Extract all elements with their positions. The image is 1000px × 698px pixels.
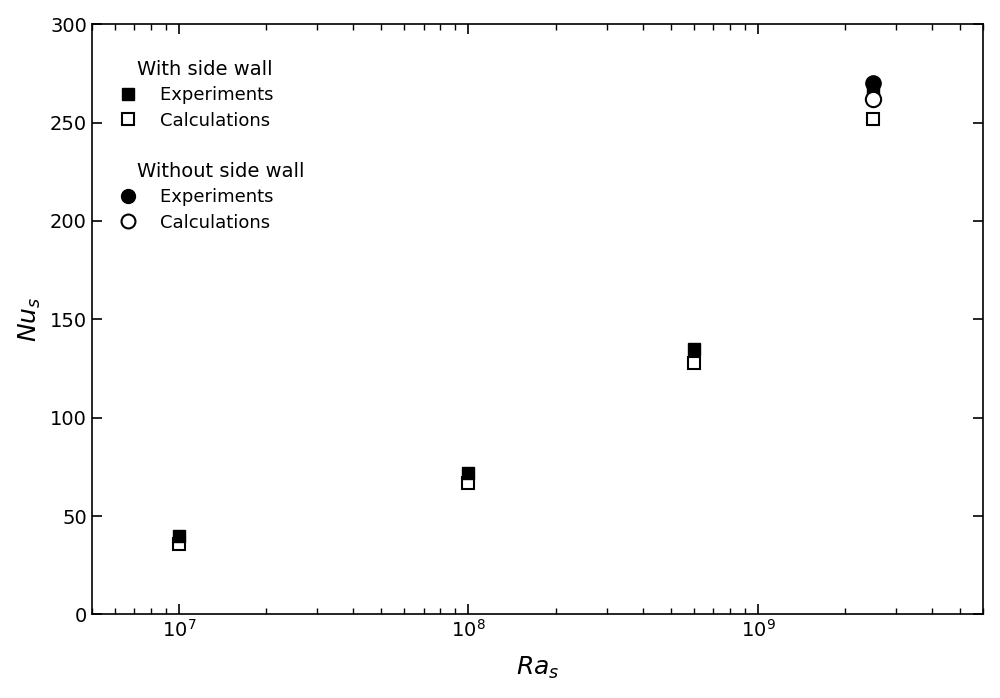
Legend: With side wall,     Experiments,     Calculations,  , Without side wall,     Exp: With side wall, Experiments, Calculation… — [113, 46, 319, 246]
Y-axis label: $Nu_s$: $Nu_s$ — [17, 297, 43, 342]
X-axis label: $Ra_s$: $Ra_s$ — [516, 655, 559, 681]
